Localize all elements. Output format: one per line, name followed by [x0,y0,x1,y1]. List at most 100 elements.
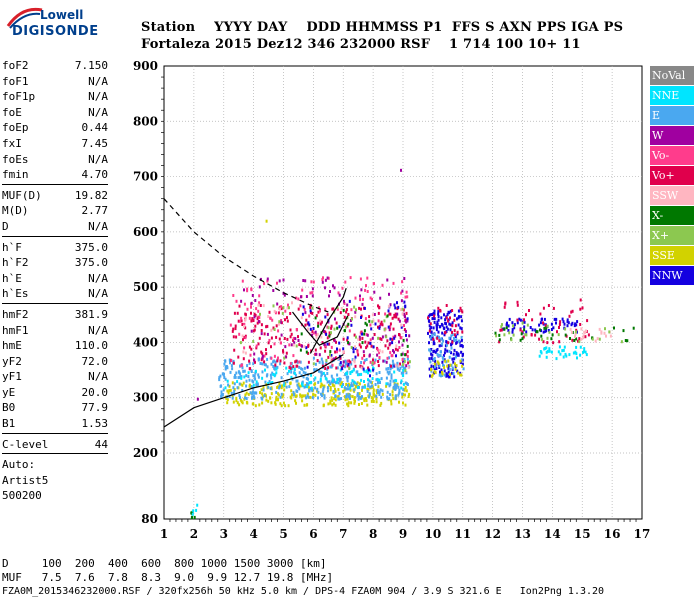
echo-point [453,348,456,352]
echo-point [260,323,263,327]
echo-point [394,363,397,367]
echo-point [394,306,397,310]
echo-point [622,329,625,333]
echo-point [541,338,544,342]
echo-point [283,381,286,385]
echo-point [262,386,265,390]
echo-point [367,341,370,345]
param-value: N/A [88,370,108,384]
echo-point [343,329,346,333]
echo-point [605,334,607,338]
echo-point [333,327,336,331]
echo-point [309,291,312,295]
echo-point [241,383,244,387]
echo-point [535,330,538,334]
echo-point [287,303,289,307]
echo-point [294,399,297,403]
echo-point [347,401,350,405]
echo-point [373,361,376,365]
echo-point [446,364,449,368]
echo-point [570,323,573,327]
echo-point [237,355,240,359]
echo-point [438,325,441,329]
echo-point [273,342,276,346]
echo-point [261,392,264,396]
echo-point [379,381,381,384]
echo-point [381,392,384,396]
echo-point [452,360,455,364]
echo-point [450,371,453,375]
echo-point [568,353,571,357]
echo-point [293,341,296,345]
echo-point [336,350,338,354]
echo-point [282,291,285,295]
param-row: foE N/A [2,105,108,121]
echo-point [393,336,396,340]
echo-point [430,356,433,360]
echo-point [438,339,441,343]
param-key: yF2 [2,354,22,368]
echo-point [338,293,341,297]
echo-point [364,385,367,389]
echo-point [406,350,409,354]
echo-point [235,399,238,403]
echo-point [334,350,337,354]
echo-point [244,336,247,340]
echo-point [434,350,437,354]
echo-point [366,333,369,337]
echo-point [270,345,272,349]
echo-point [324,349,327,353]
x-tick-label: 7 [339,527,347,541]
echo-point [305,376,308,380]
echo-point [290,393,293,397]
echo-point [220,393,223,397]
echo-point [378,356,381,359]
echo-point [587,333,590,337]
echo-point [263,394,266,398]
echo-point [362,367,365,371]
echo-point [525,333,528,337]
echo-point [284,355,287,359]
echo-point [387,325,390,329]
param-value: 1.53 [81,417,109,431]
echo-point [454,355,457,359]
echo-point [447,366,450,370]
echo-point [345,310,348,314]
echo-point [240,400,243,404]
echo-point [613,326,615,330]
echo-point [221,372,224,376]
echo-point [356,394,359,398]
echo-point [404,329,407,333]
echo-point [232,400,235,404]
echo-point [326,386,329,390]
echo-point [240,299,243,303]
echo-point [342,308,345,312]
echo-point [539,312,542,316]
echo-point [568,314,571,318]
echo-point [369,360,372,364]
echo-point [269,373,272,377]
echo-point [321,362,324,366]
echo-point [620,340,623,344]
echo-point [314,330,317,334]
echo-point [252,319,255,322]
echo-point [233,389,236,393]
echo-point [510,338,513,342]
echo-point [328,380,331,384]
echo-point [455,351,458,355]
echo-point [305,295,308,298]
echo-point [355,370,358,374]
echo-point [400,371,403,375]
echo-point [389,312,392,316]
echo-point [433,320,436,324]
echo-point [507,329,510,332]
echo-point [330,374,333,378]
param-value: 7.45 [81,136,109,150]
echo-point [246,287,249,291]
echo-point [263,360,266,364]
echo-point [402,338,405,342]
echo-point [257,375,260,379]
legend-item: X+ [650,226,694,245]
echo-point [406,295,409,299]
echo-point [315,335,318,339]
